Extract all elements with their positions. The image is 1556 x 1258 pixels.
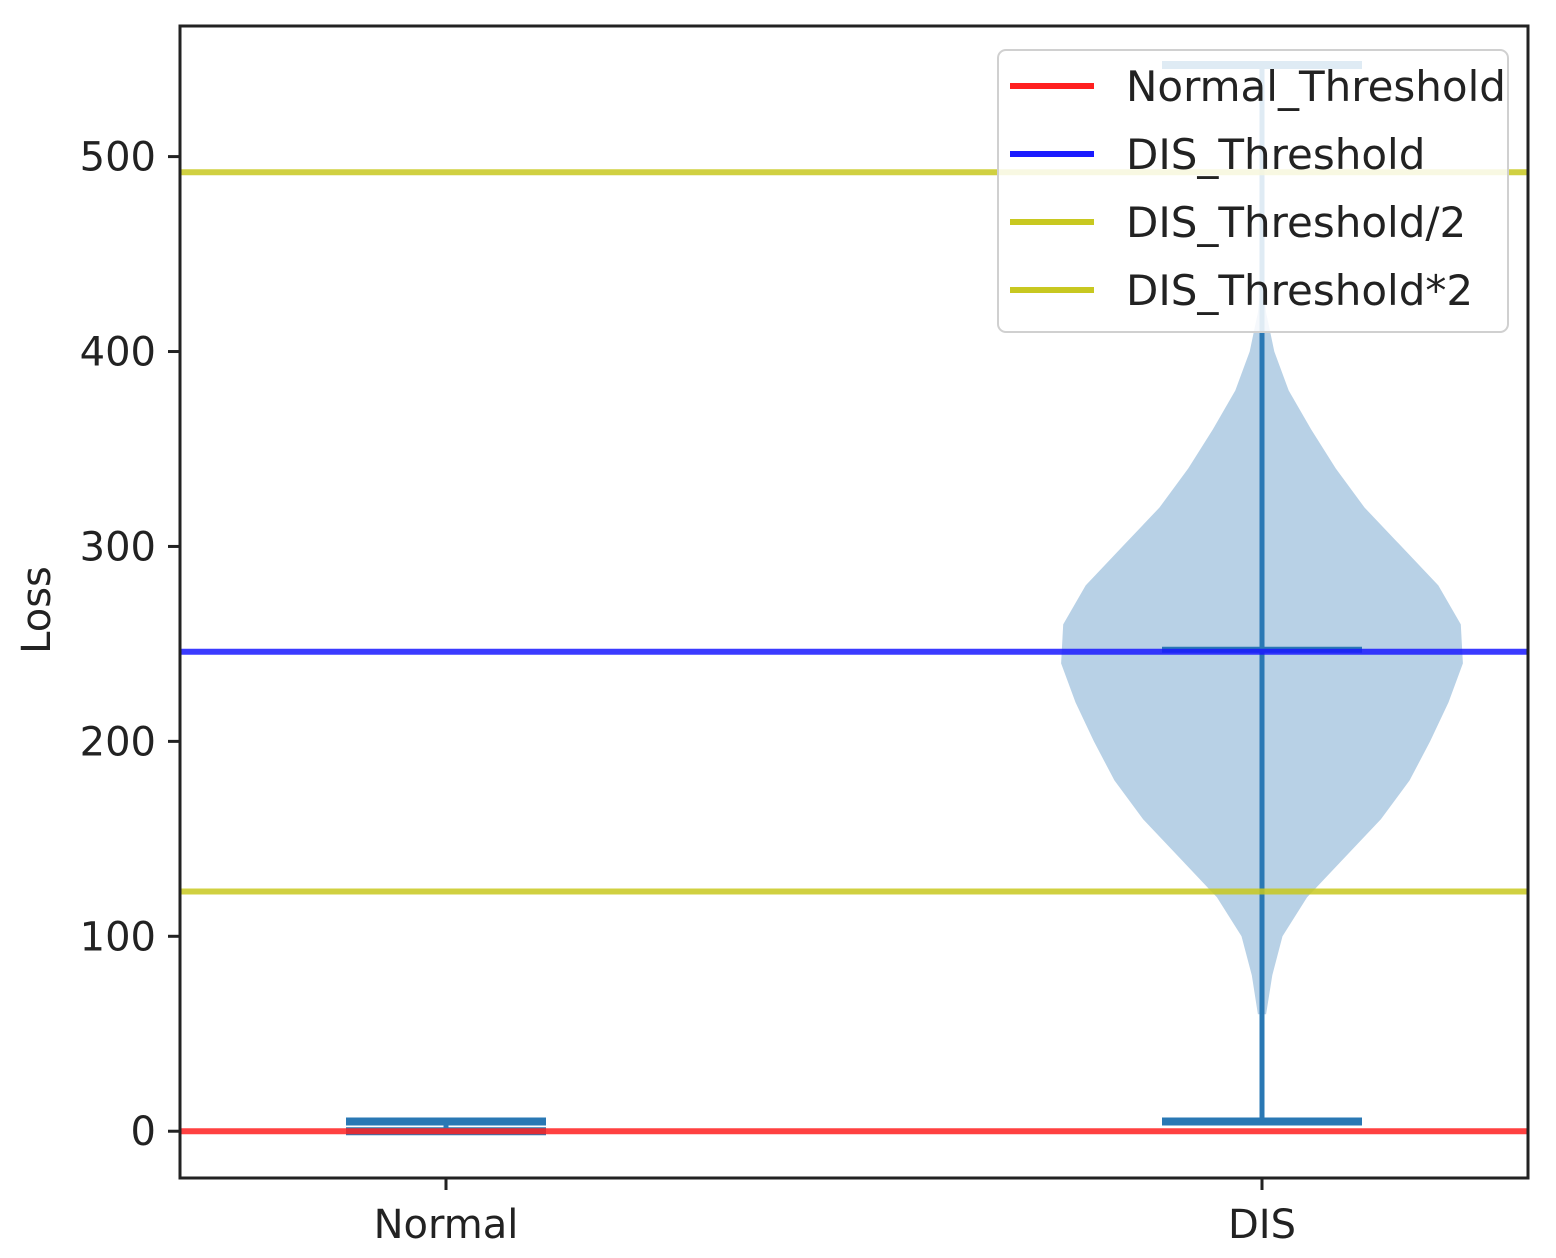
y-tick-label: 500 bbox=[80, 135, 156, 181]
legend-label: DIS_Threshold*2 bbox=[1126, 266, 1473, 315]
y-tick-label: 0 bbox=[131, 1109, 156, 1155]
legend-label: DIS_Threshold/2 bbox=[1126, 198, 1466, 247]
y-tick-label: 200 bbox=[80, 719, 156, 765]
legend-label: Normal_Threshold bbox=[1126, 62, 1506, 111]
y-axis-label: Loss bbox=[14, 566, 60, 654]
legend-label: DIS_Threshold bbox=[1126, 130, 1425, 179]
legend-box bbox=[997, 49, 1509, 333]
y-tick-label: 400 bbox=[80, 330, 156, 376]
x-tick-label: Normal bbox=[374, 1202, 519, 1248]
x-tick-label: DIS bbox=[1228, 1202, 1296, 1248]
axis-ticks: 0 100 200 300 400 500 Normal DIS bbox=[80, 135, 1296, 1248]
y-tick-label: 300 bbox=[80, 524, 156, 570]
legend: Normal_Threshold DIS_Threshold DIS_Thresho… bbox=[997, 49, 1509, 333]
y-tick-label: 100 bbox=[80, 914, 156, 960]
axes-frame bbox=[178, 24, 1530, 1180]
